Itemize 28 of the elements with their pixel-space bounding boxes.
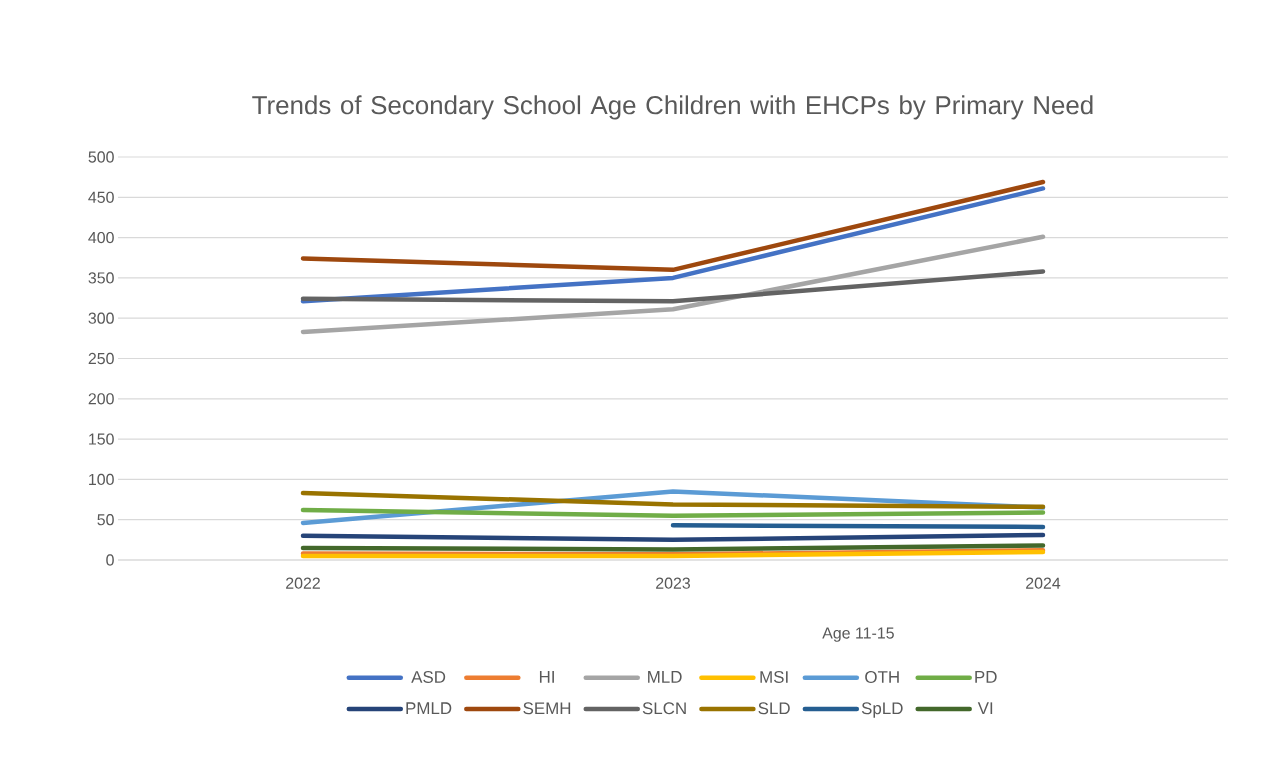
legend-label: VI <box>977 702 993 715</box>
y-tick-label: 300 <box>88 312 114 324</box>
y-tick-label: 500 <box>88 151 114 163</box>
legend-label: SEMH <box>523 702 571 715</box>
legend-label: OTH <box>865 670 899 683</box>
y-tick-label: 400 <box>88 231 114 244</box>
legend-label: SpLD <box>861 702 903 718</box>
legend-label: PD <box>975 671 997 683</box>
legend-label: SLD <box>758 702 790 715</box>
y-tick-label: 50 <box>97 514 114 526</box>
y-tick-label: 0 <box>106 554 114 566</box>
y-tick-label: 450 <box>88 191 114 203</box>
legend-label: SLCN <box>642 702 686 715</box>
y-tick-label: 200 <box>88 393 114 405</box>
chart-title: Trends of Secondary School Age Children with EHCPs by Primary Need <box>252 95 1093 120</box>
legend-label: HI <box>539 671 554 683</box>
y-tick-label: 100 <box>89 473 114 486</box>
legend-label: PMLD <box>406 702 452 715</box>
x-tick-label: 2024 <box>1026 577 1061 589</box>
x-axis-title: Age 11-15 <box>822 627 894 642</box>
y-tick-label: 350 <box>88 272 114 284</box>
y-tick-label: 150 <box>89 433 114 445</box>
y-tick-label: 250 <box>88 352 114 365</box>
legend-label: MLD <box>648 671 682 683</box>
x-tick-label: 2023 <box>656 577 691 589</box>
legend-label: MSI <box>760 670 788 683</box>
legend-label: ASD <box>411 670 446 683</box>
x-tick-label: 2022 <box>286 577 320 589</box>
